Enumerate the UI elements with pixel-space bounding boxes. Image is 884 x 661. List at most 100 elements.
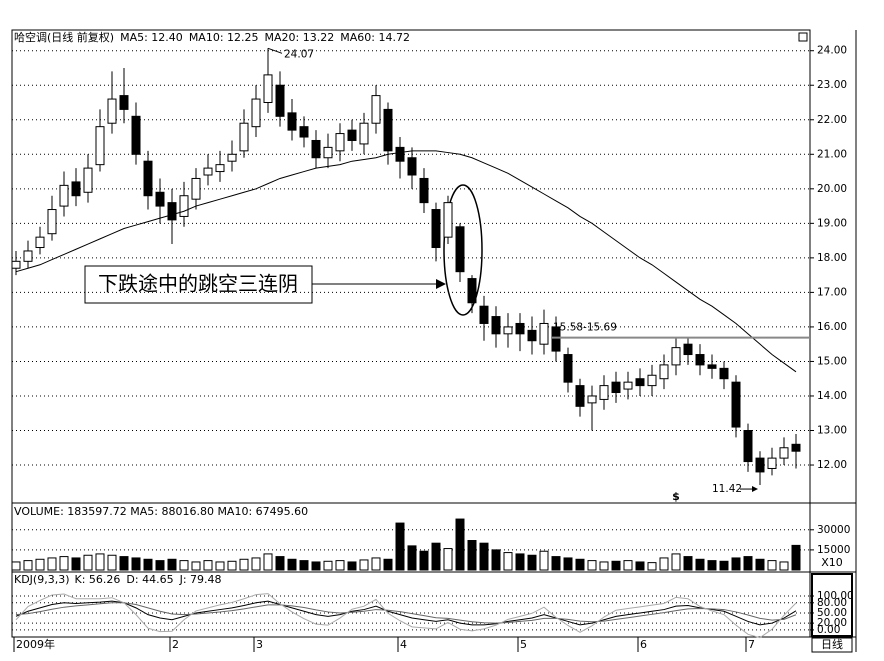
volume-title: VOLUME: 183597.72 MA5: 88016.80 MA10: 67… bbox=[14, 505, 308, 518]
candle-body bbox=[791, 443, 801, 452]
low-label: 11.42 bbox=[712, 483, 742, 495]
window-icon[interactable] bbox=[798, 32, 808, 42]
x-tick-label: 2 bbox=[172, 638, 179, 651]
ma-legend: MA10: 12.25 bbox=[189, 31, 259, 44]
candle-body bbox=[227, 153, 237, 162]
volume-bar bbox=[83, 554, 93, 571]
x-tick-label: 2009年 bbox=[16, 637, 55, 651]
callout-text: 下跌途中的跳空三连阴 bbox=[98, 272, 298, 296]
candle-body bbox=[359, 122, 369, 145]
candle-body bbox=[695, 354, 705, 366]
candle-body bbox=[491, 316, 501, 335]
candle-body bbox=[563, 354, 573, 383]
candle-body bbox=[215, 164, 225, 173]
volume-bar bbox=[215, 561, 225, 571]
kdj-line bbox=[15, 600, 797, 626]
volume-bar bbox=[479, 542, 489, 571]
volume-bar bbox=[251, 557, 261, 571]
candle-body bbox=[23, 250, 33, 262]
candle-body bbox=[143, 160, 153, 197]
candle-body bbox=[11, 260, 21, 269]
volume-bar bbox=[635, 561, 645, 571]
candle-body bbox=[239, 122, 249, 152]
candle-body bbox=[767, 457, 777, 469]
candle-body bbox=[371, 95, 381, 124]
candle-body bbox=[575, 385, 585, 407]
y-tick-label: 23.00 bbox=[817, 79, 847, 91]
candle-body bbox=[383, 108, 393, 152]
candle-body bbox=[35, 236, 45, 249]
candle-body bbox=[263, 74, 273, 104]
candle-body bbox=[47, 209, 57, 235]
volume-bar bbox=[647, 562, 657, 571]
y-tick-label: 19.00 bbox=[817, 217, 847, 229]
volume-bar bbox=[431, 542, 441, 571]
y-tick-label: 14.00 bbox=[817, 390, 847, 402]
range-label: 15.58-15.69 bbox=[553, 322, 617, 334]
candle-body bbox=[647, 374, 657, 387]
peak-pointer bbox=[267, 47, 283, 54]
volume-bar bbox=[371, 557, 381, 571]
volume-bar bbox=[503, 552, 513, 571]
candle-body bbox=[155, 191, 165, 207]
volume-bar bbox=[263, 553, 273, 571]
x-tick-label: 4 bbox=[400, 638, 407, 651]
candle-body bbox=[539, 322, 549, 345]
candle-body bbox=[503, 326, 513, 335]
volume-bar bbox=[347, 561, 357, 571]
candle-body bbox=[299, 126, 309, 138]
ma-legend: MA5: 12.40 bbox=[120, 31, 183, 44]
volume-bar bbox=[671, 553, 681, 571]
kdj-tick-label: 0.00 bbox=[817, 624, 840, 636]
volume-bar bbox=[419, 550, 429, 571]
callout-arrowhead bbox=[436, 279, 446, 289]
x-tick-label: 3 bbox=[256, 638, 263, 651]
volume-bar bbox=[659, 557, 669, 571]
signal-marker: $ bbox=[672, 490, 680, 503]
volume-bar bbox=[287, 558, 297, 571]
kdj-line bbox=[15, 593, 797, 639]
kdj-title: KDJ(9,3,3) bbox=[14, 573, 70, 586]
candle-body bbox=[335, 133, 345, 152]
candle-body bbox=[179, 195, 189, 217]
y-tick-label: 17.00 bbox=[817, 286, 847, 298]
y-tick-label: 22.00 bbox=[817, 114, 847, 126]
volume-bar bbox=[491, 549, 501, 571]
volume-bar bbox=[539, 550, 549, 571]
volume-bar bbox=[119, 556, 129, 571]
volume-bar bbox=[143, 558, 153, 571]
volume-bar bbox=[11, 561, 21, 571]
volume-bar bbox=[623, 560, 633, 571]
volume-bar bbox=[587, 560, 597, 571]
candle-body bbox=[311, 139, 321, 159]
candle-body bbox=[275, 84, 285, 117]
candle-body bbox=[59, 184, 69, 207]
volume-bar bbox=[611, 560, 621, 571]
y-tick-label: 13.00 bbox=[817, 424, 847, 436]
period-label: 日线 bbox=[821, 637, 843, 651]
y-tick-label: 16.00 bbox=[817, 321, 847, 333]
volume-bar bbox=[191, 561, 201, 571]
candle-body bbox=[323, 146, 333, 159]
volume-bar bbox=[563, 557, 573, 571]
candle-body bbox=[707, 364, 717, 369]
volume-bar bbox=[743, 556, 753, 571]
volume-bar bbox=[683, 556, 693, 571]
volume-bar bbox=[59, 556, 69, 571]
ma-legend: MA60: 14.72 bbox=[340, 31, 410, 44]
volume-tick-label: 15000 bbox=[817, 544, 850, 556]
low-arrowhead bbox=[752, 486, 758, 493]
candle-body bbox=[419, 177, 429, 204]
volume-bar bbox=[71, 557, 81, 571]
candle-body bbox=[587, 395, 597, 404]
volume-bar bbox=[275, 556, 285, 571]
callout-box bbox=[84, 265, 313, 304]
volume-bar bbox=[95, 553, 105, 571]
candle-body bbox=[659, 364, 669, 380]
volume-bar bbox=[467, 540, 477, 571]
kdj-legend: K: 56.26 bbox=[75, 573, 121, 586]
candle-body bbox=[683, 343, 693, 356]
volume-bar bbox=[407, 545, 417, 571]
volume-bar bbox=[227, 560, 237, 571]
